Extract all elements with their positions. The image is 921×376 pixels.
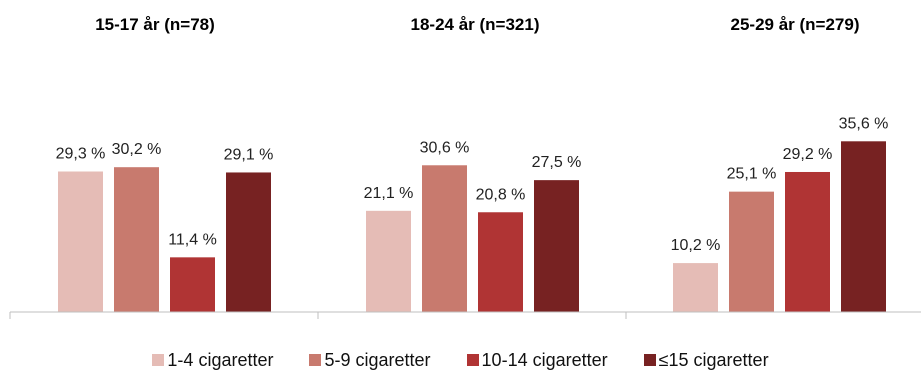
data-label: 29,1 % xyxy=(224,146,274,163)
data-label: 21,1 % xyxy=(364,185,414,202)
bar xyxy=(841,141,886,312)
data-label: 30,2 % xyxy=(112,141,162,158)
legend-swatch xyxy=(643,354,656,366)
legend-swatch xyxy=(466,354,479,366)
bar xyxy=(729,191,774,312)
legend-item: ≤15 cigaretter xyxy=(643,349,769,371)
data-label: 30,6 % xyxy=(420,139,470,156)
bar xyxy=(366,210,411,312)
bar xyxy=(422,165,467,312)
data-label: 11,4 % xyxy=(168,231,217,248)
bar xyxy=(478,212,523,312)
data-label: 27,5 % xyxy=(532,154,582,171)
data-label: 20,8 % xyxy=(476,186,526,203)
legend-label: 10-14 cigaretter xyxy=(481,349,608,370)
legend-swatch xyxy=(152,354,165,366)
group-title: 15-17 år (n=78) xyxy=(95,15,215,34)
data-labels: 29,3 % 30,2 % 11,4 % 29,1 % 21,1 % 30,6 % 20,8… xyxy=(56,115,889,254)
bar xyxy=(58,171,103,312)
bar xyxy=(170,257,215,312)
data-label: 29,2 % xyxy=(783,146,833,163)
bar xyxy=(114,167,159,312)
legend-item: 5-9 cigaretter xyxy=(309,349,431,371)
group-title: 25-29 år (n=279) xyxy=(731,15,860,34)
legend-item: 1-4 cigaretter xyxy=(152,350,273,371)
group-title: 18-24 år (n=321) xyxy=(411,15,540,34)
legend-swatch xyxy=(309,354,322,366)
grouped-bar-chart: 15-17 år (n=78) 18-24 år (n=321) 25-29 år … xyxy=(9,15,921,319)
legend-label: 1-4 cigaretter xyxy=(167,349,274,370)
legend-item: 10-14 cigaretter xyxy=(466,349,608,371)
bars xyxy=(58,141,886,312)
data-label: 35,6 % xyxy=(839,115,889,132)
legend-label: ≤15 cigaretter xyxy=(658,349,769,370)
bar xyxy=(534,180,579,312)
data-label: 25,1 % xyxy=(727,166,777,183)
legend: 1-4 cigaretter 5-9 cigaretter 10-14 cigare… xyxy=(0,348,921,372)
data-label: 29,3 % xyxy=(56,146,106,163)
x-axis xyxy=(9,311,921,319)
legend-label: 5-9 cigaretter xyxy=(324,349,431,370)
group-titles: 15-17 år (n=78) 18-24 år (n=321) 25-29 år … xyxy=(95,15,859,34)
bar xyxy=(226,172,271,312)
bar xyxy=(785,171,830,312)
data-label: 10,2 % xyxy=(671,237,721,254)
bar xyxy=(673,263,718,312)
